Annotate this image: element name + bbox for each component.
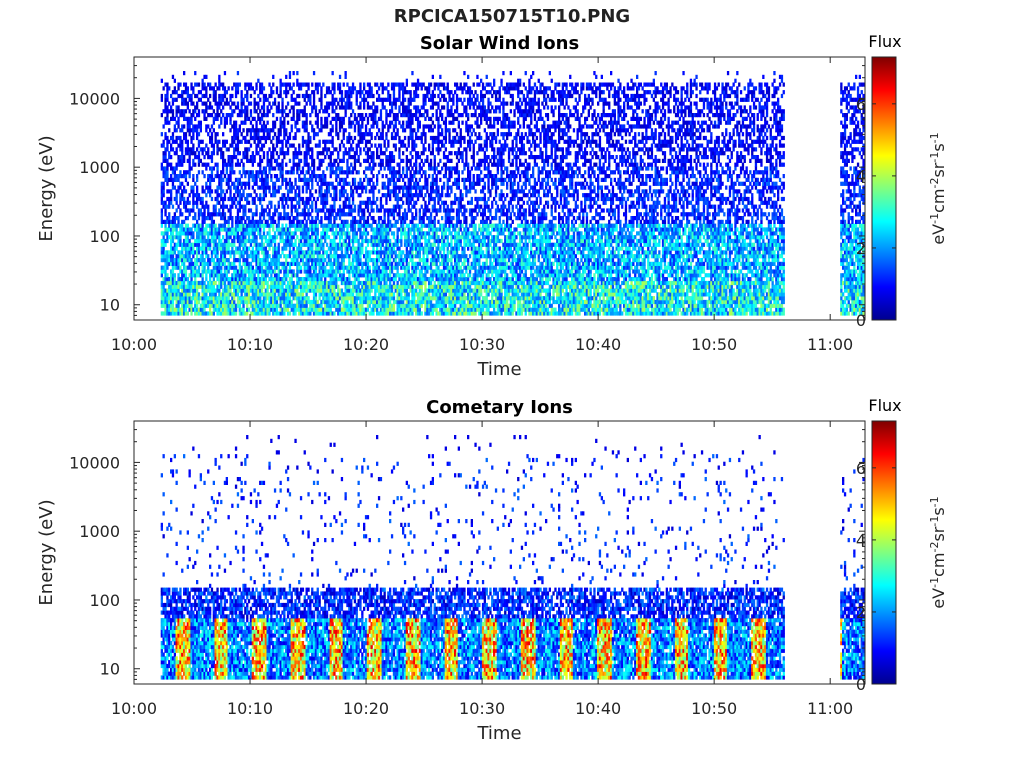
panel-title: Cometary Ions (426, 397, 573, 418)
x-tick-label: 10:20 (343, 335, 389, 354)
colorbar (871, 56, 897, 321)
colorbar-tick-label: 2 (856, 239, 866, 258)
cometary-panel: Cometary Ions 10:00 10:10 10:20 10:30 10:40 10… (36, 396, 948, 744)
y-tick-label: 10 (100, 660, 120, 679)
x-tick-label: 11:00 (807, 699, 853, 718)
colorbar-tick-label: 2 (856, 603, 866, 622)
y-tick-label: 1000 (79, 522, 120, 541)
y-tick-label: 10000 (69, 89, 120, 108)
colorbar-tick-label: 0 (856, 675, 866, 694)
colorbar-tick-label: 6 (856, 95, 866, 114)
x-tick-label: 10:10 (227, 335, 273, 354)
panel-title: Solar Wind Ions (420, 33, 579, 54)
x-tick-label: 10:10 (227, 699, 273, 718)
colorbar-tick-label: 6 (856, 459, 866, 478)
colorbar-unit-label: eV-1cm-2sr-1s-1 (928, 496, 949, 608)
y-tick-label: 10 (100, 296, 120, 315)
heatmap-cells (160, 71, 865, 316)
y-tick-label: 10000 (69, 453, 120, 472)
colorbar-tick-label: 4 (856, 531, 866, 550)
x-tick-label: 10:40 (575, 335, 621, 354)
colorbar-unit-label: eV-1cm-2sr-1s-1 (928, 132, 949, 244)
x-tick-label: 10:30 (459, 699, 505, 718)
x-tick-label: 10:20 (343, 699, 389, 718)
plot-frame (133, 56, 866, 321)
x-tick-label: 10:30 (459, 335, 505, 354)
x-tick-label: 10:00 (111, 335, 157, 354)
x-tick-label: 10:40 (575, 699, 621, 718)
figure-title: RPCICA150715T10.PNG (0, 6, 1024, 27)
x-tick-label: 11:00 (807, 335, 853, 354)
colorbar-tick-label: 4 (856, 167, 866, 186)
colorbar (871, 420, 897, 685)
heatmap-cells (160, 435, 865, 680)
y-axis-label: Energy (eV) (36, 135, 57, 241)
x-axis-label: Time (476, 723, 521, 744)
plot-frame (133, 420, 866, 685)
colorbar-title: Flux (868, 32, 901, 51)
colorbar-tick-label: 0 (856, 311, 866, 330)
x-axis-label: Time (476, 359, 521, 380)
x-tick-label: 10:50 (691, 699, 737, 718)
solar-wind-panel: Solar Wind Ions 10:00 10:10 10:20 10:30 10:40… (36, 32, 948, 380)
y-tick-label: 100 (89, 591, 120, 610)
colorbar-title: Flux (868, 396, 901, 415)
y-tick-label: 1000 (79, 158, 120, 177)
x-tick-label: 10:00 (111, 699, 157, 718)
x-tick-label: 10:50 (691, 335, 737, 354)
y-axis-label: Energy (eV) (36, 499, 57, 605)
y-tick-label: 100 (89, 227, 120, 246)
